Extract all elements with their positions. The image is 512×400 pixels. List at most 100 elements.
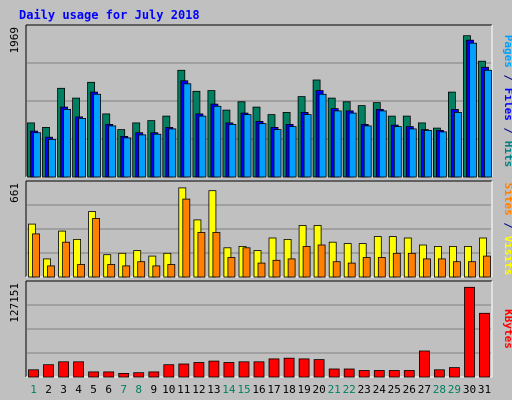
x-axis: 1 2 3 4 5 6 7 8 9 10 11 12 13 14 15 16 17 18 19 20 21 22 23 24 2… (30, 383, 491, 396)
legend-entry: Hits (502, 141, 512, 168)
x-tick-label: 4 (75, 383, 82, 396)
bar-pages-23 (363, 125, 372, 178)
x-tick-label: 11 (177, 383, 190, 396)
bar-sites-28 (437, 258, 446, 278)
bar-sites-23 (362, 257, 371, 278)
bar-kbytes-25 (388, 370, 400, 378)
bar-sites-29 (452, 261, 461, 278)
bar-pages-12 (198, 115, 207, 178)
bar-sites-3 (62, 241, 70, 278)
bar-sites-2 (47, 265, 55, 278)
bar-kbytes-14 (223, 362, 235, 378)
x-tick-label: 26 (403, 383, 416, 396)
bar-sites-25 (392, 252, 401, 278)
bar-pages-13 (213, 105, 222, 178)
bar-pages-15 (243, 114, 252, 178)
series-pages (33, 42, 492, 178)
bar-sites-18 (287, 258, 296, 278)
bar-kbytes-23 (358, 370, 370, 378)
x-tick-label: 2 (45, 383, 52, 396)
bar-pages-3 (63, 109, 71, 178)
bar-kbytes-7 (118, 372, 130, 378)
legend-entry: Sites (502, 183, 512, 216)
bar-kbytes-3 (58, 361, 69, 378)
bar-sites-6 (107, 264, 116, 278)
series-kbytes (28, 286, 490, 378)
bar-pages-9 (153, 133, 162, 178)
bar-pages-4 (78, 118, 86, 178)
bar-sites-8 (137, 261, 146, 278)
bar-kbytes-12 (193, 362, 205, 378)
bar-visits-4 (73, 238, 81, 278)
x-tick-label: 7 (120, 383, 127, 396)
bar-pages-19 (303, 114, 312, 178)
bar-pages-20 (318, 93, 327, 178)
bar-kbytes-26 (403, 370, 415, 378)
bar-kbytes-13 (208, 360, 220, 378)
bar-kbytes-11 (178, 363, 190, 378)
bar-kbytes-4 (73, 361, 84, 378)
x-tick-label: 22 (343, 383, 356, 396)
bar-sites-24 (377, 257, 386, 278)
x-tick-label: 27 (418, 383, 431, 396)
x-tick-label: 30 (463, 383, 476, 396)
x-tick-label: 5 (90, 383, 97, 396)
bar-pages-27 (423, 129, 432, 178)
x-tick-label: 16 (252, 383, 265, 396)
bar-sites-13 (212, 232, 221, 278)
x-tick-label: 8 (135, 383, 142, 396)
bar-kbytes-28 (433, 369, 445, 378)
bar-sites-27 (422, 258, 431, 278)
panel-hits: 1969 Pages / Files / Hits (8, 24, 512, 178)
x-tick-label: 15 (237, 383, 250, 396)
bar-pages-10 (168, 128, 177, 178)
x-tick-label: 3 (60, 383, 67, 396)
bar-pages-18 (288, 126, 297, 178)
bar-sites-21 (332, 261, 341, 278)
panel-max-label: 127151 (8, 283, 21, 323)
x-tick-label: 19 (297, 383, 310, 396)
bar-kbytes-1 (28, 369, 39, 378)
x-tick-label: 25 (388, 383, 401, 396)
bar-kbytes-21 (328, 368, 340, 378)
bar-visits-7 (118, 252, 127, 278)
x-tick-label: 18 (282, 383, 295, 396)
bar-pages-1 (33, 132, 41, 178)
panel-kbytes: 127151 KBytes (8, 280, 512, 378)
bar-pages-29 (453, 112, 462, 178)
bar-sites-4 (77, 264, 85, 278)
bar-pages-16 (258, 123, 267, 178)
panel-max-label: 661 (8, 183, 21, 203)
bar-sites-31 (483, 255, 491, 278)
bar-sites-30 (468, 261, 476, 278)
bar-kbytes-29 (448, 367, 460, 378)
bar-sites-19 (302, 245, 311, 278)
bar-sites-12 (197, 232, 206, 278)
bar-pages-14 (228, 124, 237, 178)
bar-sites-14 (227, 257, 236, 278)
bar-sites-5 (92, 218, 100, 278)
bar-sites-17 (272, 259, 281, 278)
bar-kbytes-27 (418, 350, 430, 378)
bar-pages-28 (438, 131, 447, 178)
bar-kbytes-5 (88, 371, 99, 378)
bar-pages-6 (108, 125, 117, 178)
legend-entry: Files (502, 88, 512, 121)
bar-visits-17 (268, 237, 277, 278)
bar-pages-21 (333, 110, 342, 178)
legend-entry: / (502, 216, 512, 236)
bar-kbytes-10 (163, 364, 175, 378)
x-tick-label: 17 (267, 383, 280, 396)
bar-kbytes-6 (103, 371, 115, 378)
bar-kbytes-15 (238, 361, 250, 378)
x-tick-label: 10 (162, 383, 175, 396)
x-tick-label: 23 (358, 383, 371, 396)
bar-pages-22 (348, 112, 357, 178)
bar-pages-11 (183, 83, 192, 178)
chart-title: Daily usage for July 2018 (19, 8, 200, 22)
x-tick-label: 28 (433, 383, 446, 396)
bar-visits-22 (343, 243, 352, 278)
bar-kbytes-16 (253, 361, 265, 378)
x-tick-label: 24 (373, 383, 387, 396)
